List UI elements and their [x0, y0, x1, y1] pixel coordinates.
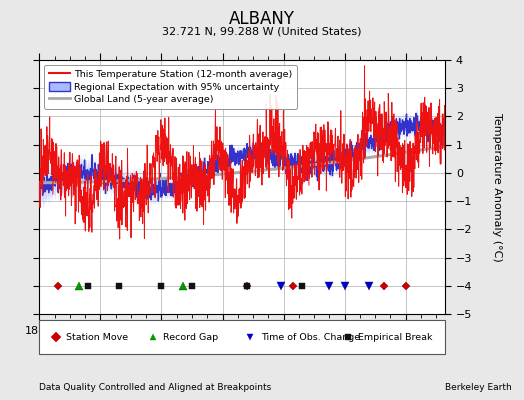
Text: Station Move: Station Move: [66, 332, 128, 342]
Text: Empirical Break: Empirical Break: [358, 332, 433, 342]
Text: Data Quality Controlled and Aligned at Breakpoints: Data Quality Controlled and Aligned at B…: [39, 383, 271, 392]
Y-axis label: Temperature Anomaly (°C): Temperature Anomaly (°C): [492, 113, 502, 261]
Text: Record Gap: Record Gap: [163, 332, 219, 342]
Legend: This Temperature Station (12-month average), Regional Expectation with 95% uncer: This Temperature Station (12-month avera…: [44, 65, 297, 109]
Text: Berkeley Earth: Berkeley Earth: [445, 383, 512, 392]
Text: ALBANY: ALBANY: [229, 10, 295, 28]
Text: 32.721 N, 99.288 W (United States): 32.721 N, 99.288 W (United States): [162, 26, 362, 36]
Text: Time of Obs. Change: Time of Obs. Change: [260, 332, 360, 342]
FancyBboxPatch shape: [39, 320, 445, 354]
